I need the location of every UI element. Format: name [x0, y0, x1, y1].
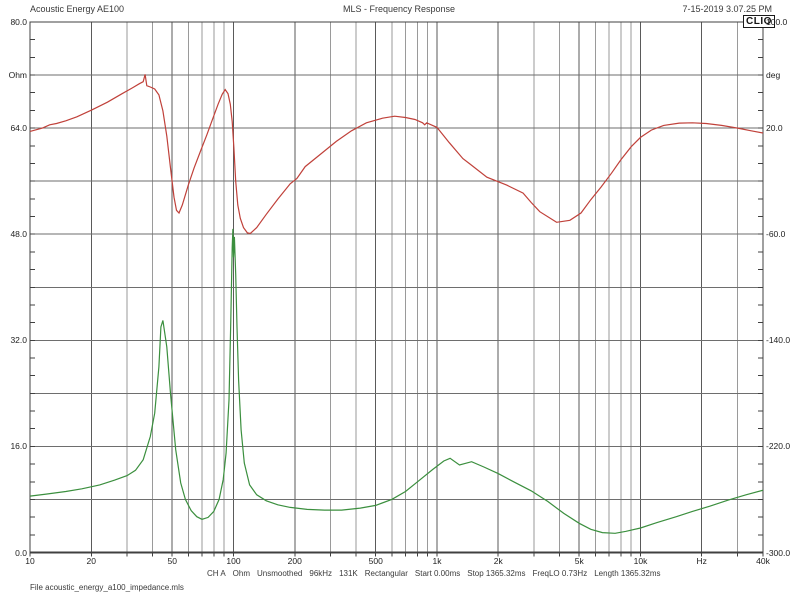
timestamp: 7-15-2019 3.07.25 PM: [682, 4, 772, 14]
impedance-magnitude-curve: [29, 228, 764, 534]
status-item: Start 0.00ms: [414, 569, 461, 578]
x-tick-label: 10: [25, 556, 35, 566]
right-axis-label: -60.0: [766, 229, 786, 240]
x-tick-label: 10k: [633, 556, 648, 566]
status-item: 131K: [339, 569, 358, 578]
phase-curve: [29, 74, 764, 235]
x-tick-label: 100: [226, 556, 241, 566]
x-tick-label: Hz: [696, 556, 707, 566]
status-item: Ohm: [232, 569, 251, 578]
right-axis-label: 20.0: [766, 123, 783, 134]
x-tick-label: 200: [287, 556, 302, 566]
x-tick-label: 50: [167, 556, 177, 566]
left-axis-label: 32.0: [10, 335, 27, 346]
left-axis-label: 80.0: [10, 17, 27, 27]
window-title: MLS - Frequency Response: [342, 4, 456, 14]
left-axis-label: 16.0: [10, 441, 27, 452]
right-axis-label: -300.0: [766, 547, 791, 558]
right-axis-unit: deg: [766, 70, 781, 81]
status-item: FreqLO 0.73Hz: [532, 569, 588, 578]
left-axis-label: 64.0: [10, 123, 27, 134]
status-item: Stop 1365.32ms: [467, 569, 526, 578]
status-item: 96kHz: [309, 569, 333, 578]
clio-logo: CLIO: [743, 15, 775, 28]
right-axis-label: -220.0: [766, 441, 791, 452]
x-tick-label: 40k: [756, 556, 770, 566]
left-axis-unit: Ohm: [8, 70, 27, 81]
x-tick-label: 2k: [493, 556, 503, 566]
x-tick-label: 5k: [574, 556, 584, 566]
left-axis-label: 48.0: [10, 229, 27, 240]
left-axis-label: 0.0: [15, 547, 27, 558]
status-bar: CH A Ohm Unsmoothed 96kHz 131K Rectangular Sta…: [207, 569, 661, 578]
measurement-title: Acoustic Energy AE100: [30, 4, 125, 14]
status-item: Unsmoothed: [257, 569, 303, 578]
right-axis-label: 100.0: [766, 17, 788, 27]
x-tick-label: 20: [86, 556, 96, 566]
status-item: CH A: [207, 569, 226, 578]
x-tick-label: 1k: [432, 556, 442, 566]
file-name-label: File acoustic_energy_a100_impedance.mls: [30, 583, 184, 592]
status-item: Length 1365.32ms: [594, 569, 661, 578]
status-item: Rectangular: [364, 569, 408, 578]
x-tick-label: 500: [368, 556, 383, 566]
right-axis-label: -140.0: [766, 335, 791, 346]
